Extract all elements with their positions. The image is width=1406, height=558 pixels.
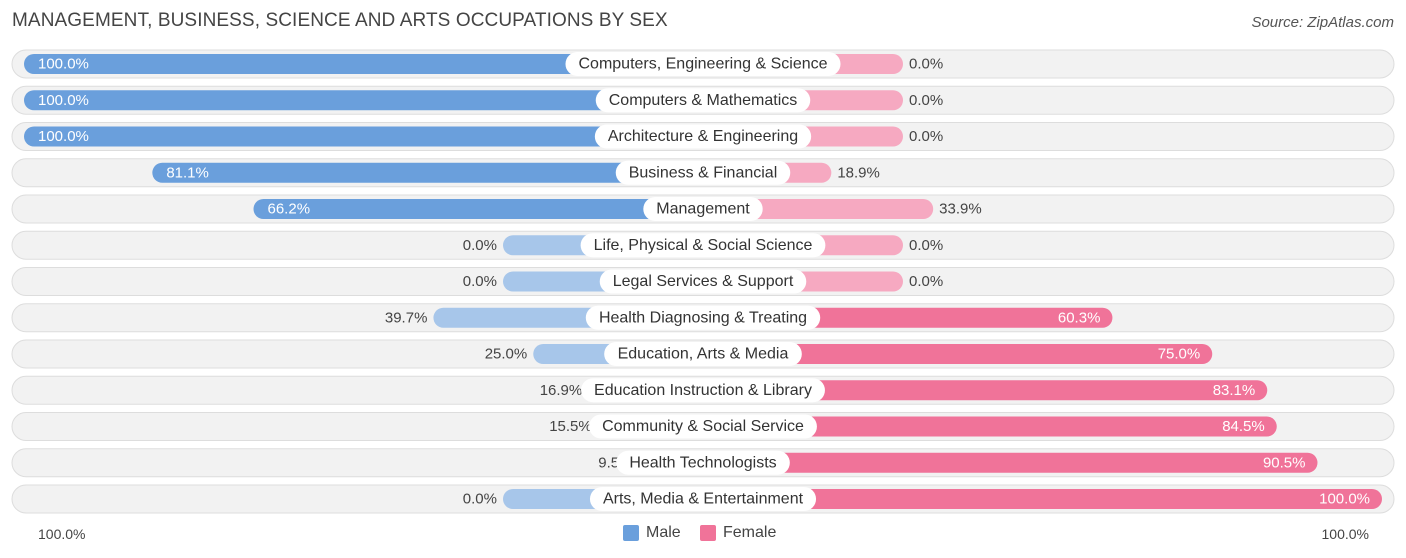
category-pill	[595, 88, 811, 113]
legend-label-female: Female	[723, 524, 777, 541]
legend-label-male: Male	[646, 524, 681, 541]
category-pill	[565, 52, 841, 76]
left-axis-label: 100.0%	[38, 526, 86, 542]
legend-swatch-female	[700, 525, 716, 541]
category-pill	[585, 305, 821, 330]
bar-male	[24, 54, 703, 74]
source-credit: Source: ZipAtlas.com	[1251, 14, 1394, 31]
bar-female	[703, 489, 1382, 509]
bar-male	[24, 90, 703, 111]
value-label-female: 18.9%	[837, 164, 880, 181]
category-label: Education, Arts & Media	[618, 346, 789, 363]
value-label-male: 25.0%	[485, 346, 528, 363]
value-label-female: 90.5%	[1263, 454, 1306, 471]
chart-row: 15.5% 84.5% Community & Social Service	[11, 412, 1395, 441]
value-label-female: 0.0%	[909, 128, 943, 145]
chart-row: 100.0% 0.0% Computers, Engineering & Scien…	[11, 49, 1395, 79]
value-label-male: 16.9%	[540, 382, 583, 399]
right-axis-label: 100.0%	[1321, 526, 1369, 542]
category-label: Business & Financial	[629, 164, 778, 181]
value-label-male: 15.5%	[549, 418, 592, 435]
category-pill	[581, 378, 825, 403]
category-pill	[580, 233, 826, 258]
chart-title: MANAGEMENT, BUSINESS, SCIENCE AND ARTS O…	[12, 10, 668, 31]
chart-row: 0.0% 0.0% Life, Physical & Social Science	[11, 230, 1395, 260]
category-label: Arts, Media & Entertainment	[603, 491, 804, 508]
category-label: Community & Social Service	[602, 418, 804, 435]
legend-item-female: Female	[700, 524, 776, 542]
value-label-male: 0.0%	[463, 237, 497, 254]
bar-male	[24, 126, 703, 147]
category-pill	[594, 124, 812, 149]
chart-row: 66.2% 33.9% Management	[11, 194, 1395, 224]
value-label-male: 0.0%	[463, 273, 497, 290]
value-label-female: 0.0%	[909, 56, 943, 73]
category-label: Life, Physical & Social Science	[594, 237, 813, 254]
value-label-male: 66.2%	[268, 201, 311, 218]
bar-male	[152, 162, 703, 183]
category-pill	[589, 487, 817, 511]
legend: Male Female	[0, 524, 1406, 544]
chart-row: 100.0% 0.0% Architecture & Engineering	[11, 122, 1395, 151]
chart-row: 16.9% 83.1% Education Instruction & Librar…	[11, 375, 1395, 405]
category-label: Health Diagnosing & Treating	[599, 309, 807, 326]
value-label-male: 100.0%	[38, 92, 89, 109]
category-pill	[615, 160, 791, 185]
value-label-female: 100.0%	[1319, 491, 1370, 508]
category-pill	[643, 197, 763, 221]
category-label: Legal Services & Support	[613, 273, 794, 290]
diverging-bar-chart: 100.0% 0.0% Computers, Engineering & Scien…	[11, 49, 1395, 514]
chart-row: 0.0% 0.0% Legal Services & Support	[11, 267, 1395, 296]
chart-row: 81.1% 18.9% Business & Financial	[11, 158, 1395, 188]
value-label-female: 83.1%	[1213, 382, 1256, 399]
bar-female	[703, 344, 1213, 364]
category-pill	[589, 414, 817, 439]
value-label-female: 33.9%	[939, 201, 982, 218]
category-label: Management	[656, 201, 750, 218]
category-label: Architecture & Engineering	[608, 128, 798, 145]
category-label: Computers & Mathematics	[609, 92, 798, 109]
bar-female	[703, 380, 1268, 401]
value-label-male: 81.1%	[166, 164, 209, 181]
value-label-female: 60.3%	[1058, 309, 1101, 326]
bar-female	[703, 452, 1318, 473]
value-label-male: 0.0%	[463, 491, 497, 508]
category-label: Education Instruction & Library	[594, 382, 812, 399]
chart-row: 39.7% 60.3% Health Diagnosing & Treating	[11, 303, 1395, 333]
value-label-female: 75.0%	[1158, 346, 1201, 363]
category-label: Computers, Engineering & Science	[578, 56, 827, 73]
value-label-male: 100.0%	[38, 56, 89, 73]
chart-row: 0.0% 100.0% Arts, Media & Entertainment	[11, 484, 1395, 514]
bar-female	[703, 416, 1277, 437]
value-label-male: 39.7%	[385, 309, 428, 326]
category-pill	[604, 342, 802, 366]
legend-swatch-male	[623, 525, 639, 541]
legend-item-male: Male	[623, 524, 681, 542]
category-pill	[616, 450, 790, 475]
chart-row: 100.0% 0.0% Computers & Mathematics	[11, 85, 1395, 115]
value-label-male: 100.0%	[38, 128, 89, 145]
chart-row: 25.0% 75.0% Education, Arts & Media	[11, 339, 1395, 369]
bar-male	[253, 199, 703, 219]
category-label: Health Technologists	[629, 454, 776, 471]
category-pill	[599, 269, 807, 294]
value-label-female: 0.0%	[909, 92, 943, 109]
value-label-female: 0.0%	[909, 273, 943, 290]
value-label-female: 84.5%	[1222, 418, 1265, 435]
chart-row: 9.5% 90.5%Health Technologists	[11, 448, 1395, 478]
value-label-female: 0.0%	[909, 237, 943, 254]
